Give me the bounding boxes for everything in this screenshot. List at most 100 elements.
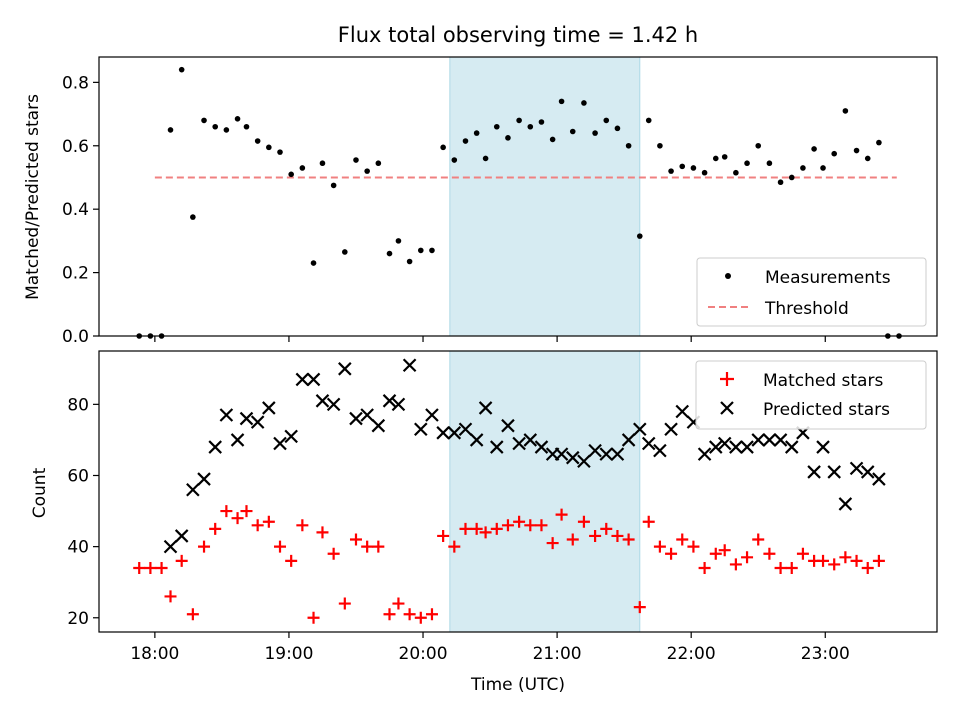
- matched-point: [133, 561, 146, 574]
- measurement-point: [451, 157, 458, 163]
- measurement-point: [645, 117, 652, 124]
- bottom-xtick-label: 22:00: [667, 644, 716, 664]
- predicted-point: [360, 408, 374, 422]
- measurement-point: [342, 249, 348, 255]
- predicted-point: [534, 440, 549, 454]
- matched-point: [828, 558, 841, 571]
- measurement-point: [406, 258, 413, 265]
- measurement-point: [820, 165, 826, 171]
- matched-point: [872, 554, 885, 567]
- observing-span-bottom: [449, 350, 641, 633]
- matched-point: [763, 547, 776, 560]
- measurement-point: [254, 138, 261, 144]
- predicted-point: [371, 418, 386, 433]
- measurement-point: [167, 127, 174, 133]
- matched-point: [296, 519, 309, 532]
- predicted-point: [338, 362, 352, 376]
- predicted-point: [315, 394, 330, 408]
- predicted-point: [197, 472, 211, 486]
- predicted-point: [708, 440, 723, 454]
- predicted-point: [588, 443, 602, 458]
- measurement-point: [493, 123, 500, 130]
- matched-point: [240, 505, 253, 518]
- predicted-point: [174, 529, 189, 543]
- matched-point: [186, 608, 199, 621]
- top-ytick-label: 0.2: [62, 264, 89, 284]
- measurement-point: [178, 66, 185, 73]
- measurement-point: [721, 154, 728, 160]
- predicted-point: [729, 440, 743, 454]
- predicted-point: [208, 440, 222, 454]
- predicted-point: [501, 418, 515, 433]
- legend-matched: Matched stars: [763, 371, 883, 391]
- top-ytick-label: 0.4: [62, 200, 89, 220]
- predicted-point: [512, 436, 526, 451]
- predicted-point: [273, 436, 287, 451]
- matched-point: [589, 529, 602, 542]
- predicted-point: [306, 372, 321, 387]
- matched-point: [741, 551, 754, 564]
- matched-point: [198, 540, 211, 553]
- predicted-point: [349, 411, 363, 426]
- bottom-xtick-label: 19:00: [264, 644, 313, 664]
- matched-point: [403, 608, 416, 621]
- predicted-point: [664, 422, 678, 437]
- matched-point: [600, 522, 613, 535]
- matched-point: [709, 547, 722, 560]
- predicted-point: [402, 358, 417, 373]
- measurement-point: [462, 138, 469, 144]
- predicted-point: [262, 401, 276, 415]
- legend-predicted: Predicted stars: [763, 400, 890, 420]
- matched-point: [718, 544, 731, 557]
- measurement-point: [201, 117, 207, 124]
- predicted-point: [565, 450, 580, 465]
- matched-point: [785, 561, 798, 574]
- measurement-point: [755, 142, 762, 149]
- measurement-point: [440, 144, 446, 151]
- matched-point: [231, 512, 244, 525]
- predicted-point: [425, 408, 439, 422]
- measurement-point: [811, 146, 817, 152]
- bottom-ytick-label: 60: [67, 466, 89, 486]
- matched-point: [513, 515, 526, 528]
- matched-point: [316, 526, 329, 539]
- measurement-point: [473, 130, 480, 136]
- predicted-point: [621, 433, 636, 447]
- measurement-point: [788, 174, 795, 181]
- matched-point: [307, 611, 320, 624]
- predicted-point: [849, 461, 864, 476]
- predicted-point: [219, 408, 234, 422]
- matched-point: [577, 515, 590, 528]
- measurement-point: [592, 130, 598, 136]
- matched-point: [633, 601, 646, 614]
- bottom-ytick-label: 20: [67, 609, 89, 629]
- predicted-point: [436, 426, 450, 440]
- legend-measurements: Measurements: [765, 268, 891, 288]
- measurement-point: [636, 233, 643, 239]
- matched-point: [524, 519, 537, 532]
- legend-threshold: Threshold: [764, 299, 849, 319]
- matched-point: [144, 561, 157, 574]
- matched-point: [383, 608, 396, 621]
- matched-point: [479, 526, 492, 539]
- predicted-point: [653, 443, 667, 458]
- measurement-point: [800, 165, 806, 171]
- top-legend: Measurements Threshold: [696, 257, 927, 327]
- measurement-point: [558, 98, 565, 105]
- matched-point: [490, 522, 503, 535]
- predicted-point: [641, 436, 656, 451]
- measurement-point: [266, 144, 272, 151]
- predicted-point: [186, 482, 200, 497]
- matched-point: [665, 547, 678, 560]
- measurement-point: [625, 142, 632, 149]
- x-axis-label: Time (UTC): [470, 675, 565, 695]
- predicted-point: [295, 372, 310, 387]
- predicted-point: [250, 415, 265, 429]
- matched-point: [285, 554, 298, 567]
- predicted-point: [478, 401, 493, 415]
- matched-point: [698, 561, 711, 574]
- matched-point: [164, 590, 177, 603]
- predicted-point: [239, 411, 254, 426]
- measurement-point: [538, 119, 545, 125]
- matched-point: [817, 554, 830, 567]
